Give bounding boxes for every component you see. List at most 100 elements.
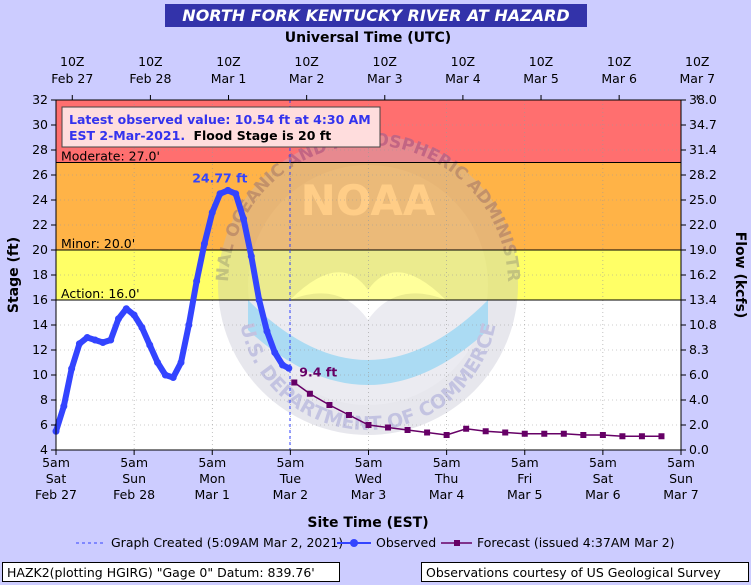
x-top-tick-time: 10Z [373,54,397,69]
observed-point [91,336,99,344]
y-right-tick-label: 38.0 [689,92,717,107]
y-right-tick-label: 0.0 [689,442,709,457]
observed-point [255,296,263,304]
forecast-point [443,432,450,438]
y-left-tick-label: 28 [32,142,48,157]
y-right-tick-label: 31.4 [689,142,717,157]
forecast-start-label: 9.4 ft [299,365,337,380]
y-right-tick-label: 10.8 [689,317,717,332]
observed-point [208,209,216,216]
y-right-tick-label: 19.0 [689,242,717,257]
x-top-tick-date: Feb 28 [129,71,171,86]
x-top-tick-date: Mar 4 [445,71,481,86]
observed-point [232,190,240,198]
footer-courtesy: Observations courtesy of US Geological S… [421,562,749,582]
forecast-point [424,429,431,436]
observed-point [263,327,271,335]
x-bottom-tick-time: 5am [42,455,70,470]
legend-observed-marker [350,539,358,547]
x-bottom-tick-date: Mar 6 [585,487,621,502]
x-top-tick-time: 10Z [216,54,240,69]
left-axis-title: Stage (ft) [6,237,22,313]
y-left-tick-label: 26 [32,167,48,182]
x-bottom-tick-date: Mar 2 [273,487,309,502]
y-right-tick-label: 8.3 [689,342,709,357]
x-top-tick-date: Feb 27 [51,71,93,86]
observed-point [193,277,201,285]
forecast-point [599,432,606,438]
noaa-logo-gull [290,272,446,320]
x-bottom-tick-day: Fri [517,471,532,486]
y-left-tick-label: 12 [32,342,48,357]
info-flood-stage: Flood Stage is 20 ft [193,128,331,143]
x-bottom-tick-time: 5am [511,455,539,470]
observed-point [107,336,115,344]
observed-point [122,305,130,313]
x-bottom-tick-day: Sun [669,471,693,486]
observed-point [271,349,279,356]
forecast-line [293,381,662,437]
x-top-tick-time: 10Z [138,54,162,69]
legend-observed-label: Observed [376,535,436,550]
y-right-tick-label: 22.0 [689,217,717,232]
y-left-tick-label: 14 [32,317,48,332]
legend-graph-created-label: Graph Created (5:09AM Mar 2, 2021) [111,535,343,550]
forecast-point [521,430,528,437]
x-top-tick-date: Mar 6 [601,71,637,86]
forecast-point [619,433,626,440]
y-left-tick-label: 8 [40,392,48,407]
observed-point [75,340,83,348]
x-bottom-tick-time: 5am [198,455,226,470]
legend-forecast-marker [454,540,460,546]
y-right-tick-label: 4.0 [689,392,709,407]
x-bottom-tick-day: Sun [122,471,146,486]
observed-point [285,364,293,372]
y-left-tick-label: 16 [32,292,48,307]
forecast-point [404,427,411,433]
legend-forecast-label: Forecast (issued 4:37AM Mar 2) [477,535,675,550]
band-moderate [56,162,681,250]
info-latest-value: Latest observed value: 10.54 ft at 4:30 … [69,112,371,127]
threshold-labels: Moderate: 27.0' Minor: 20.0' Action: 16.0' [56,149,681,301]
y-right-tick-label: 16.2 [689,267,717,282]
x-bottom-tick-day: Sat [593,471,614,486]
legend: Graph Created (5:09AM Mar 2, 2021) Obser… [76,535,675,550]
x-bottom-tick-time: 5am [667,455,695,470]
y-left-tick-label: 32 [32,92,48,107]
observed-point [83,334,91,341]
forecast-point [345,412,352,418]
x-top-tick-time: 10Z [685,54,709,69]
footer-datum: HAZK2(plotting HGIRG) "Gage 0" Datum: 83… [2,562,340,582]
x-bottom-tick-day: Tue [279,471,302,486]
observed-point [224,186,232,194]
info-date-line: EST 2-Mar-2021. Flood Stage is 20 ft [69,128,331,143]
x-bottom-tick-day: Sat [46,471,67,486]
noaa-logo-ring [218,135,518,435]
y-right-tick-label: 25.0 [689,192,717,207]
forecast-point [306,390,313,397]
x-top-tick-time: 10Z [60,54,84,69]
observed-point [216,190,224,198]
observed-point [177,359,185,366]
y-right-tick-label: 6.0 [689,367,709,382]
observed-point [130,311,138,319]
y-left-tick-label: 30 [32,117,48,132]
peak-label: 24.77 ft [192,170,247,185]
x-bottom-tick-time: 5am [120,455,148,470]
x-bottom-tick-date: Mar 3 [351,487,387,502]
x-top-tick-time: 10Z [529,54,553,69]
x-top-tick-time: 10Z [294,54,318,69]
forecast-point [541,430,548,437]
x-top-tick-date: Mar 7 [680,71,716,86]
top-axis-title: Universal Time (UTC) [285,30,451,46]
observed-point [169,374,177,381]
y-right-tick-label: 28.2 [689,167,717,182]
threshold-label: Action: 16.0' [61,286,140,301]
x-top-tick-time: 10Z [607,54,631,69]
x-bottom-tick-date: Mar 4 [429,487,465,502]
x-top-tick-date: Mar 2 [289,71,325,86]
forecast-point [638,433,645,440]
observed-point [115,315,122,323]
x-top-tick-date: Mar 3 [367,71,403,86]
